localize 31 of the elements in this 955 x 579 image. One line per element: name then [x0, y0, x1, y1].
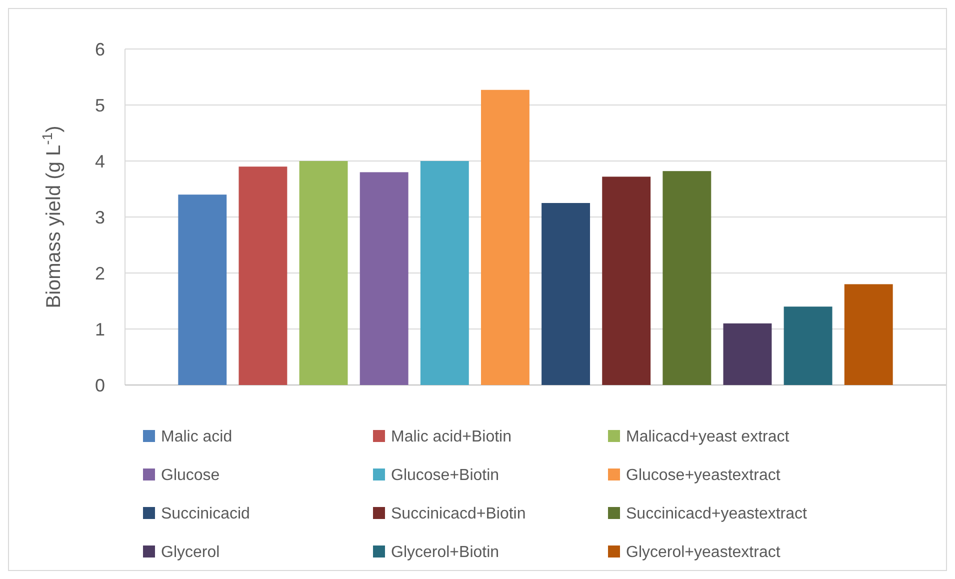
- y-tick-label: 3: [94, 207, 105, 228]
- y-tick-label: 4: [94, 151, 105, 172]
- legend-label: Glucose+Biotin: [391, 467, 500, 484]
- bar: [662, 171, 712, 385]
- bar: [238, 166, 288, 385]
- bar: [178, 194, 227, 385]
- legend-label: Succinicacd+Biotin: [391, 506, 526, 523]
- bar: [420, 161, 469, 385]
- bar: [844, 284, 893, 385]
- legend-label: Malic acid+Biotin: [391, 428, 512, 446]
- y-tick-label: 2: [94, 263, 105, 284]
- y-tick-label: 1: [94, 319, 105, 340]
- legend-label: Glucose: [161, 467, 220, 484]
- legend-label: Malic acid: [161, 428, 232, 446]
- legend-label: Glucose+yeastextract: [626, 467, 781, 484]
- bar: [299, 161, 348, 385]
- legend-label: Succinicacid: [161, 506, 250, 523]
- legend-label: Glycerol+yeastextract: [626, 544, 781, 562]
- legend-label: Glycerol+Biotin: [391, 544, 500, 562]
- legend-label: Malicacd+yeast extract: [626, 428, 790, 446]
- bar: [360, 172, 408, 385]
- bar: [480, 90, 530, 385]
- bar: [723, 323, 772, 385]
- legend-label: Glycerol: [161, 544, 220, 562]
- y-tick-label: 6: [94, 39, 105, 60]
- bar: [602, 176, 651, 385]
- bar: [784, 306, 832, 385]
- bar: [542, 203, 590, 385]
- legend-label: Succinicacd+yeastextract: [626, 506, 808, 523]
- y-tick-label: 0: [94, 375, 105, 396]
- y-tick-label: 5: [94, 95, 105, 116]
